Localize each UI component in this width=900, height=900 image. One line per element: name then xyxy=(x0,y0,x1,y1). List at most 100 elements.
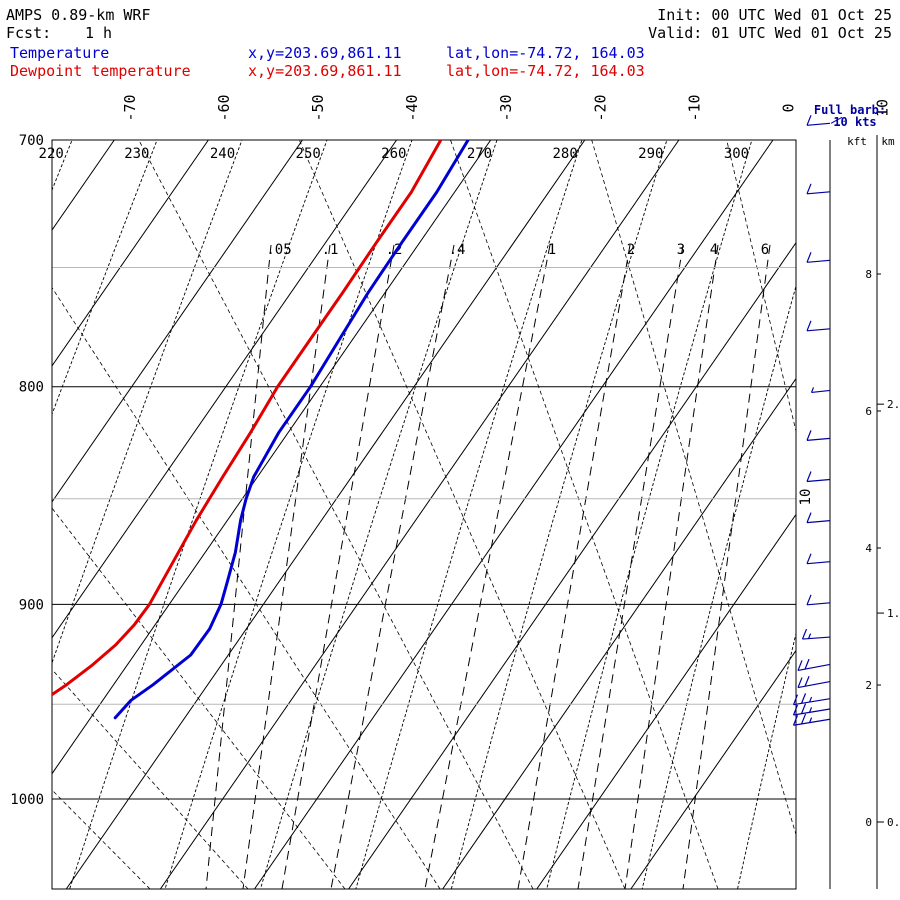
isotherms xyxy=(52,140,796,889)
pressure-tick-label: 900 xyxy=(19,597,44,613)
init-time: Init: 00 UTC Wed 01 Oct 25 xyxy=(657,6,892,24)
isotherm-line xyxy=(442,377,796,889)
mixing-ratio-line xyxy=(424,244,551,889)
forecast-value: 1 h xyxy=(85,24,113,42)
dry-adiabat-line xyxy=(52,140,158,416)
barb-shaft xyxy=(806,259,831,263)
mixing-ratio-label: 2 xyxy=(627,242,635,258)
temperature-tick-label: -30 xyxy=(497,94,515,121)
barb-flag xyxy=(806,471,812,482)
wind-barb xyxy=(806,320,831,332)
barb-flag xyxy=(806,320,812,332)
wind-barb xyxy=(806,183,831,195)
kft-tick-label: 0. xyxy=(887,816,900,829)
barb-shaft xyxy=(811,389,831,394)
kft-tick-label: 1. xyxy=(887,607,900,620)
wind-barb xyxy=(792,713,831,726)
barb-flag xyxy=(806,553,812,564)
isotherm-line xyxy=(52,140,209,367)
barb-shaft xyxy=(797,663,831,672)
mixing-ratio-label: 3 xyxy=(677,242,685,258)
barb-flag xyxy=(804,658,810,670)
barb-half-flag xyxy=(807,633,812,639)
barb-flag xyxy=(801,628,808,640)
moist-adiabat-line xyxy=(52,507,346,889)
isotherm-line xyxy=(52,140,492,775)
axis-labels: 700 800 900 1000 -70 -60 -50 -40 -30 -20 -10 0 10 220… xyxy=(10,94,891,808)
wind-barb xyxy=(806,471,831,483)
barb-key-title: Full barb: xyxy=(814,103,886,117)
valid-time: Valid: 01 UTC Wed 01 Oct 25 xyxy=(648,24,892,42)
barb-flag xyxy=(806,512,812,523)
mixing-ratio-line xyxy=(517,244,631,889)
wind-panel: 0 2 4 6 8 0. 1. 2. xyxy=(792,115,900,889)
km-tick-label: 8 xyxy=(865,268,872,281)
moist-adiabat-line xyxy=(52,286,441,889)
pressure-tick-label: 700 xyxy=(19,133,44,149)
barb-flag xyxy=(800,703,807,714)
isotherm-line xyxy=(348,241,796,889)
isotherm-line xyxy=(52,140,303,503)
barb-shaft xyxy=(802,636,831,640)
barb-half-flag xyxy=(809,717,813,723)
dewpoint-legend-latlon: lat,lon=-74.72, 164.03 xyxy=(446,62,645,80)
moist-adiabats xyxy=(52,140,796,889)
theta-label: 260 xyxy=(381,146,406,162)
wind-barb xyxy=(806,512,831,524)
temperature-tick-label: 0 xyxy=(780,103,798,112)
barb-shaft xyxy=(793,708,831,716)
theta-label: 240 xyxy=(210,146,235,162)
km-tick-label: 0 xyxy=(865,816,872,829)
barb-shaft xyxy=(806,602,831,606)
dry-adiabat-line xyxy=(69,140,328,889)
barb-shaft xyxy=(806,437,831,441)
theta-label: 280 xyxy=(553,146,578,162)
dry-adiabat-line xyxy=(259,140,498,889)
mixing-ratio-line xyxy=(205,244,272,889)
temperature-legend-latlon: lat,lon=-74.72, 164.03 xyxy=(446,44,645,62)
dry-adiabat-line xyxy=(737,631,796,889)
barb-key-speed: 10 kts xyxy=(833,115,876,129)
moist-adiabat-line xyxy=(52,789,151,889)
pressure-tick-label: 800 xyxy=(19,380,44,396)
temperature-legend-xy: x,y=203.69,861.11 xyxy=(248,44,402,62)
pressure-tick-label: 1000 xyxy=(10,792,44,808)
isotherm-line xyxy=(65,140,586,889)
km-tick-label: 4 xyxy=(865,542,872,555)
wind-barb xyxy=(810,387,831,394)
isotherm-10-label: 10 xyxy=(798,489,814,506)
wind-barb xyxy=(792,703,831,716)
barb-shaft xyxy=(793,698,831,706)
barb-half-flag xyxy=(809,696,813,703)
forecast-label: Fcst: xyxy=(6,24,52,42)
barb-flag xyxy=(800,693,807,704)
wind-barb xyxy=(806,553,831,565)
moist-adiabat-line xyxy=(52,668,249,889)
isotherm-line xyxy=(159,140,680,889)
barb-top-flag xyxy=(831,117,842,719)
barb-flag xyxy=(806,183,812,195)
mixing-ratio-label: .1 xyxy=(322,242,339,258)
barb-shaft xyxy=(793,718,831,726)
mixing-ratio-line xyxy=(682,244,771,889)
temperature-tick-label: -40 xyxy=(403,94,421,121)
wind-barb xyxy=(801,628,831,640)
mixing-ratio-label: .05 xyxy=(266,242,291,258)
isotherm-line xyxy=(536,513,796,889)
wind-barb xyxy=(792,693,831,706)
dry-adiabat-line xyxy=(355,140,583,889)
mixing-ratio-label: 6 xyxy=(761,242,769,258)
barb-flag xyxy=(804,676,810,687)
barb-flag xyxy=(797,660,803,671)
mixing-ratio-line xyxy=(242,244,331,889)
temperature-tick-label: -70 xyxy=(121,94,139,121)
temperature-legend-label: Temperature xyxy=(10,44,110,62)
barb-flag xyxy=(797,677,803,688)
theta-label: 270 xyxy=(467,146,492,162)
mixing-ratio-line xyxy=(281,244,395,889)
mixing-ratio-line xyxy=(624,244,719,889)
moist-adiabat-line xyxy=(726,140,796,433)
isobars xyxy=(52,139,796,800)
dry-adiabat-line xyxy=(164,140,413,889)
